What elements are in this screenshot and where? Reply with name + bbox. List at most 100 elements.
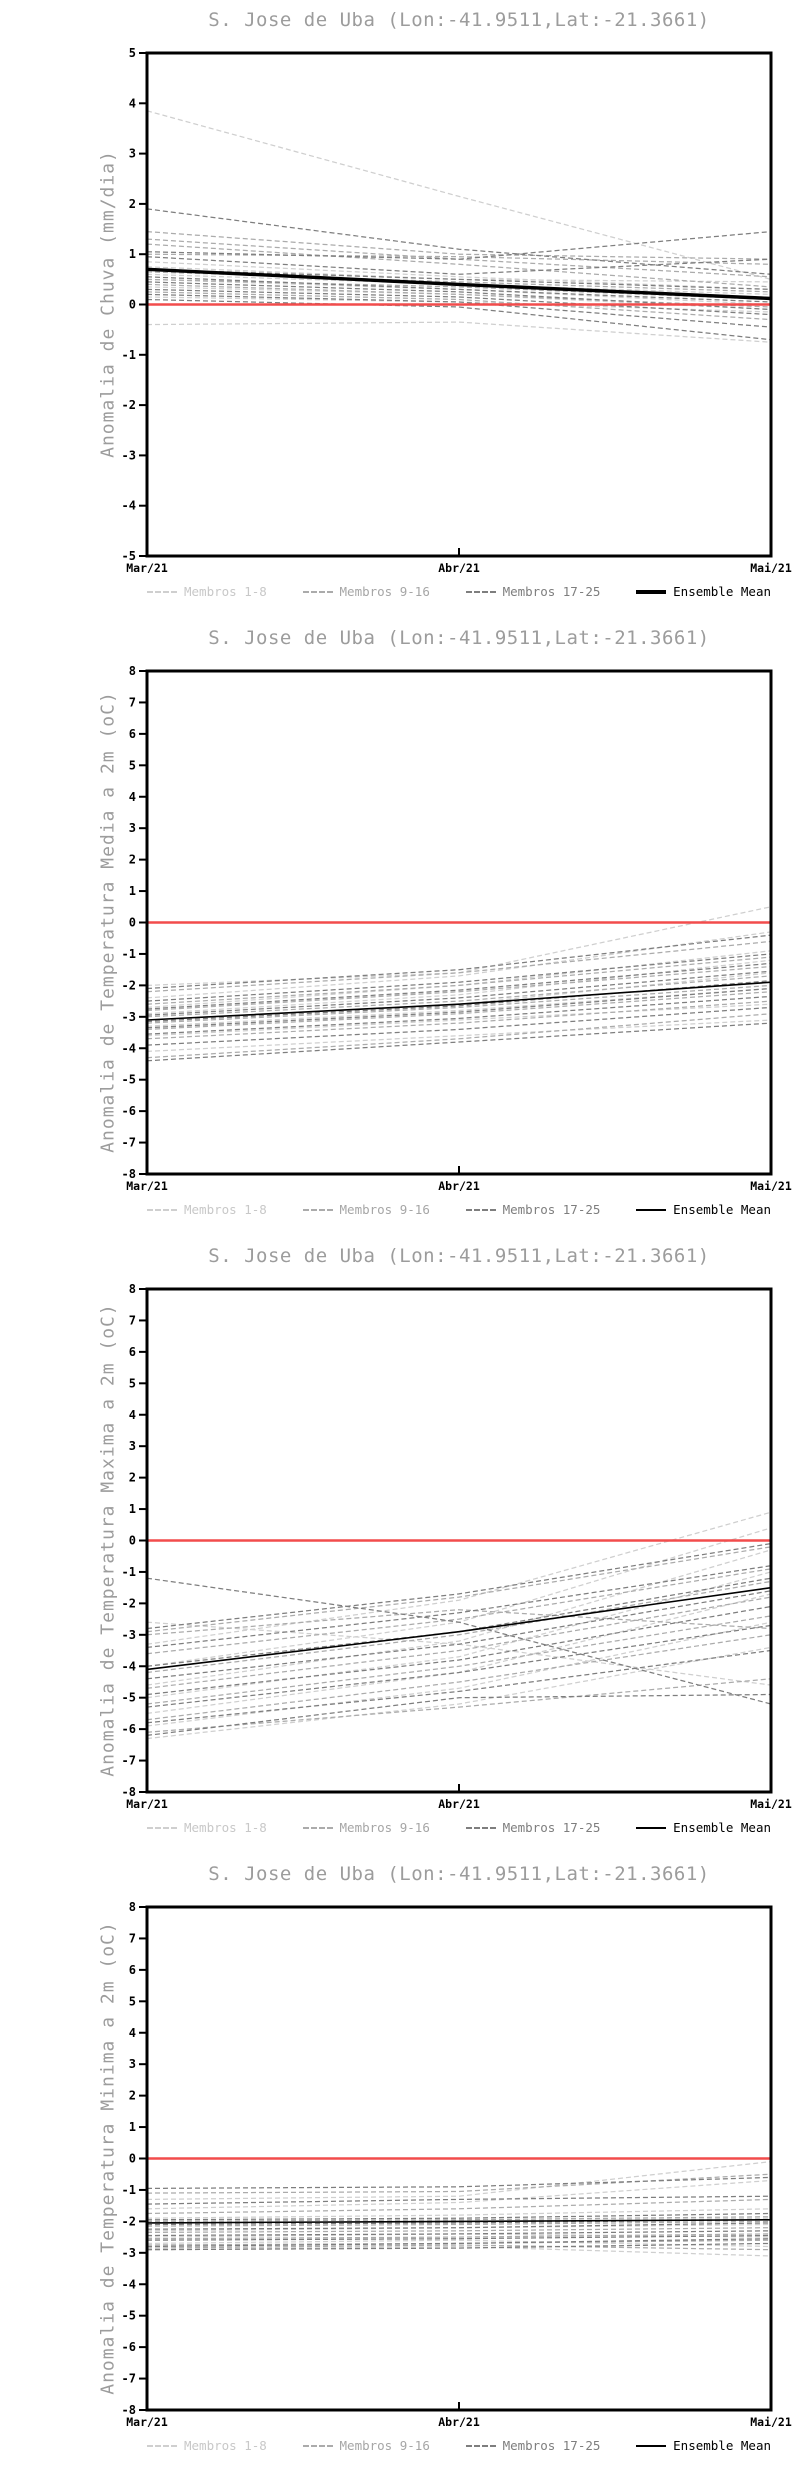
legend-label-members-9-16: Membros 9-16 [339, 1202, 430, 1217]
member-line [146, 940, 772, 993]
y-tick-label: -6 [122, 1104, 136, 1118]
legend-item-ensemble-mean: Ensemble Mean [636, 1202, 771, 1217]
member-line [146, 991, 772, 1031]
y-tick-label: -2 [122, 1596, 136, 1610]
legend-item-members-1-8: Membros 1-8 [147, 2438, 267, 2453]
member-line [146, 1678, 772, 1733]
member-line [146, 2195, 772, 2205]
legend-label-members-17-25: Membros 17-25 [502, 1820, 601, 1835]
member-line [146, 256, 772, 275]
member-line [146, 2173, 772, 2194]
members-9-16-line-sample [302, 1826, 333, 1829]
y-tick-label: -3 [122, 1628, 136, 1642]
y-tick-label: -2 [122, 398, 136, 412]
y-tick-label: -1 [122, 1565, 136, 1579]
chart-legend: Membros 1-8 Membros 9-16 Membros 17-25 E… [147, 1820, 771, 1835]
member-line [146, 288, 772, 316]
y-tick-label: -4 [122, 1041, 136, 1055]
ensemble-mean-line-sample [636, 1208, 667, 1211]
y-tick-label: 4 [129, 2026, 136, 2040]
member-line [146, 1565, 772, 1649]
legend-label-ensemble-mean: Ensemble Mean [673, 584, 771, 599]
ensemble-mean-line [146, 267, 772, 301]
member-line [146, 2222, 772, 2230]
y-tick-label: 1 [129, 247, 136, 261]
member-line [146, 2160, 772, 2201]
mean-temp-anomaly-plot: -8 -7 -6 -5 -4 -3 -2 -1 0 1 2 3 4 5 6 7 8 [122, 664, 773, 1181]
members-17-25-line-sample [465, 1826, 496, 1829]
y-tick-label: 6 [129, 1963, 136, 1977]
y-tick-label: 0 [129, 1534, 136, 1548]
members-17-25-line-sample [465, 2444, 496, 2447]
y-tick-label: 3 [129, 821, 136, 835]
y-tick-label: 8 [129, 1282, 136, 1296]
chart-block-max-temp-anomaly: -8 -7 -6 -5 -4 -3 -2 -1 0 1 2 3 4 5 6 7 8 S. Jose de Uba… [0, 1236, 800, 1854]
x-axis-label-abr21: Abr/21 [438, 2415, 480, 2429]
member-line [146, 253, 772, 265]
y-tick-label: 3 [129, 147, 136, 161]
member-line [146, 1549, 772, 1686]
chart-block-min-temp-anomaly: -8 -7 -6 -5 -4 -3 -2 -1 0 1 2 3 4 5 6 7 8 S. Jose de Uba… [0, 1854, 800, 2472]
legend-item-members-17-25: Membros 17-25 [465, 584, 600, 599]
y-tick-label: -2 [122, 2214, 136, 2228]
y-tick-label: -8 [122, 1167, 136, 1181]
y-tick-label: 0 [129, 916, 136, 930]
x-axis-label-mai21: Mai/21 [750, 561, 792, 575]
x-axis-label-mar21: Mar/21 [126, 2415, 168, 2429]
x-axis-label-mar21: Mar/21 [126, 1797, 168, 1811]
member-line [146, 208, 772, 275]
y-tick-label: -4 [122, 499, 136, 513]
y-axis-label: Anomalia de Temperatura Minima a 2m (oC) [97, 1921, 119, 2395]
legend-label-members-9-16: Membros 9-16 [339, 1820, 430, 1835]
y-tick-label: 4 [129, 96, 136, 110]
legend-label-members-17-25: Membros 17-25 [502, 1202, 601, 1217]
member-line [146, 110, 772, 281]
legend-item-members-9-16: Membros 9-16 [302, 1202, 430, 1217]
y-tick-label: -7 [122, 1136, 136, 1150]
member-line [146, 1577, 772, 1705]
legend-item-members-1-8: Membros 1-8 [147, 1202, 267, 1217]
y-tick-label: -3 [122, 448, 136, 462]
member-line [146, 956, 772, 1005]
y-tick-label: 5 [129, 1994, 136, 2008]
member-line [146, 1693, 772, 1737]
y-tick-label: -8 [122, 1785, 136, 1799]
chart-legend: Membros 1-8 Membros 9-16 Membros 17-25 E… [147, 584, 771, 599]
chart-title: S. Jose de Uba (Lon:-41.9511,Lat:-21.366… [208, 1863, 710, 1885]
member-line [146, 1615, 772, 1705]
legend-label-ensemble-mean: Ensemble Mean [673, 1820, 771, 1835]
y-tick-label: -5 [122, 2309, 136, 2323]
member-line [146, 970, 772, 1016]
y-tick-label: 7 [129, 695, 136, 709]
member-line [146, 298, 772, 341]
members-17-25-line-sample [465, 1208, 496, 1211]
legend-item-members-1-8: Membros 1-8 [147, 584, 267, 599]
y-tick-label: 5 [129, 758, 136, 772]
x-axis-label-abr21: Abr/21 [438, 1797, 480, 1811]
y-tick-label: 5 [129, 1376, 136, 1390]
y-axis-label: Anomalia de Chuva (mm/dia) [97, 150, 119, 458]
y-tick-label: -5 [122, 1691, 136, 1705]
member-line [146, 1568, 772, 1655]
member-line [146, 1022, 772, 1062]
y-tick-label: -2 [122, 978, 136, 992]
member-line [146, 293, 772, 328]
legend-item-members-9-16: Membros 9-16 [302, 1820, 430, 1835]
member-line [146, 2198, 772, 2215]
y-tick-label: -7 [122, 2372, 136, 2386]
member-line [146, 230, 772, 260]
y-tick-label: 1 [129, 884, 136, 898]
x-axis-label-mar21: Mar/21 [126, 1179, 168, 1193]
y-tick-label: 8 [129, 664, 136, 678]
y-axis-label: Anomalia de Temperatura Media a 2m (oC) [97, 691, 119, 1153]
y-tick-label: -6 [122, 2340, 136, 2354]
chart-title: S. Jose de Uba (Lon:-41.9511,Lat:-21.366… [208, 9, 710, 31]
x-axis-label-mai21: Mai/21 [750, 1797, 792, 1811]
y-tick-label: 2 [129, 1471, 136, 1485]
member-line [146, 1649, 772, 1724]
member-line [146, 2238, 772, 2248]
ensemble-mean-line-sample [636, 589, 667, 594]
ensemble-mean-line-sample [636, 1826, 667, 1829]
member-line [146, 987, 772, 1029]
